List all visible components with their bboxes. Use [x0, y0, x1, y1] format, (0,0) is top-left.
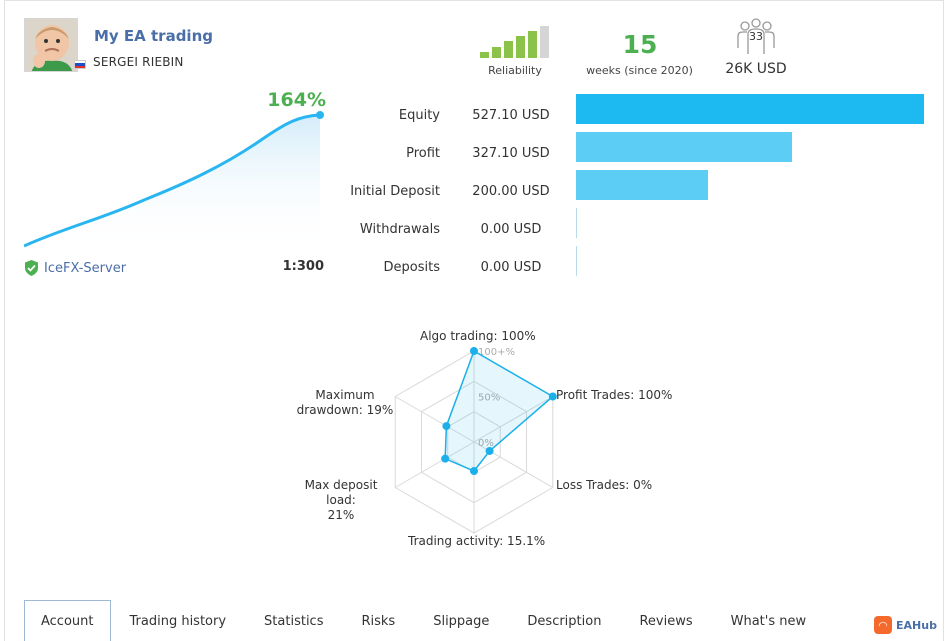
radar-tick-label: 50% — [478, 393, 500, 404]
radar-chart: 100+% 50% 0% Algo trading: 100% Profit Tra… — [270, 318, 690, 558]
flag-stripe-white — [75, 61, 85, 64]
radar-point — [470, 347, 478, 355]
radar-label-deposit-load: Max deposit load: 21% — [304, 478, 378, 522]
metric-label: Withdrawals — [359, 222, 440, 237]
tab-description[interactable]: Description — [527, 613, 602, 629]
radar-tick-label: 100+% — [478, 347, 515, 358]
server-name[interactable]: IceFX-Server — [44, 260, 127, 276]
signal-title[interactable]: My EA trading — [94, 27, 213, 45]
metric-value: 327.10 USD — [472, 146, 550, 161]
reliability-label: Reliability — [488, 64, 542, 77]
radar-label-algo: Algo trading: 100% — [420, 329, 536, 343]
metric-value: 527.10 USD — [472, 108, 550, 123]
metric-label: Deposits — [383, 260, 440, 275]
growth-endpoint — [316, 111, 324, 119]
radar-label-activity: Trading activity: 15.1% — [408, 534, 546, 548]
metric-bar — [576, 132, 792, 162]
server-info[interactable]: IceFX-Server — [24, 259, 126, 277]
radar-label-drawdown: Maximum drawdown: 19% — [296, 388, 394, 417]
radar-svg: 100+% 50% 0% — [394, 347, 557, 534]
shield-check-icon — [25, 260, 38, 276]
radar-point — [548, 392, 557, 401]
tab-bar: Account Trading history Statistics Risks… — [24, 600, 825, 641]
metric-bar — [576, 170, 708, 200]
radar-spoke — [394, 396, 475, 443]
flag-stripe-blue — [75, 63, 85, 66]
radar-data-area — [444, 349, 555, 472]
growth-line — [24, 113, 321, 248]
weeks-label: weeks (since 2020) — [586, 64, 693, 77]
metric-bar — [576, 208, 577, 238]
radar-tick-label: 0% — [478, 438, 494, 449]
radar-spoke — [394, 441, 475, 488]
flag-stripe-red — [75, 65, 85, 68]
avatar[interactable] — [24, 18, 78, 72]
tab-trading-history[interactable]: Trading history — [129, 613, 227, 629]
tab-slippage[interactable]: Slippage — [433, 613, 490, 629]
metric-row-deposits: Deposits 0.00 USD — [340, 246, 940, 279]
growth-area — [24, 115, 320, 250]
radar-label-profit: Profit Trades: 100% — [556, 388, 673, 402]
leverage-value: 1:300 — [282, 259, 324, 274]
radar-point — [470, 467, 478, 476]
tab-account[interactable]: Account — [24, 600, 111, 641]
radar-point — [442, 422, 451, 431]
radar-spoke — [473, 396, 554, 443]
radar-point — [441, 454, 450, 463]
reliability-bars-icon — [480, 26, 549, 58]
tab-whats-new[interactable]: What's new — [730, 613, 807, 629]
eahub-watermark: ◠ EAHub — [874, 615, 937, 635]
metric-value: 0.00 USD — [480, 260, 542, 275]
page-frame — [4, 0, 944, 641]
tab-statistics[interactable]: Statistics — [264, 613, 324, 629]
subscribers-count: 33 — [749, 30, 763, 43]
metric-row-withdrawals: Withdrawals 0.00 USD — [340, 208, 940, 241]
metric-label: Initial Deposit — [350, 184, 440, 199]
author-name[interactable]: SERGEI RIEBIN — [93, 55, 184, 69]
eahub-label: EAHub — [896, 618, 937, 632]
subscribers-icon — [737, 18, 775, 54]
metric-value: 200.00 USD — [472, 184, 550, 199]
metric-row-initial-deposit: Initial Deposit 200.00 USD — [340, 170, 940, 203]
radar-point — [485, 447, 494, 455]
metric-label: Equity — [398, 108, 440, 123]
metric-row-equity: Equity 527.10 USD — [340, 94, 940, 127]
eahub-logo-icon: ◠ — [874, 616, 892, 634]
tab-reviews[interactable]: Reviews — [639, 613, 693, 629]
metric-row-profit: Profit 327.10 USD — [340, 132, 940, 165]
tab-risks[interactable]: Risks — [361, 613, 396, 629]
subscribers-value: 26K USD — [725, 61, 787, 77]
growth-chart[interactable] — [24, 108, 326, 250]
metric-bar — [576, 246, 577, 276]
growth-value: 164% — [267, 89, 326, 111]
weeks-value: 15 — [622, 30, 658, 59]
metric-label: Profit — [406, 146, 440, 161]
metric-bar — [576, 94, 924, 124]
radar-label-loss: Loss Trades: 0% — [556, 478, 653, 492]
metric-value: 0.00 USD — [480, 222, 542, 237]
russia-flag-icon — [74, 60, 86, 69]
